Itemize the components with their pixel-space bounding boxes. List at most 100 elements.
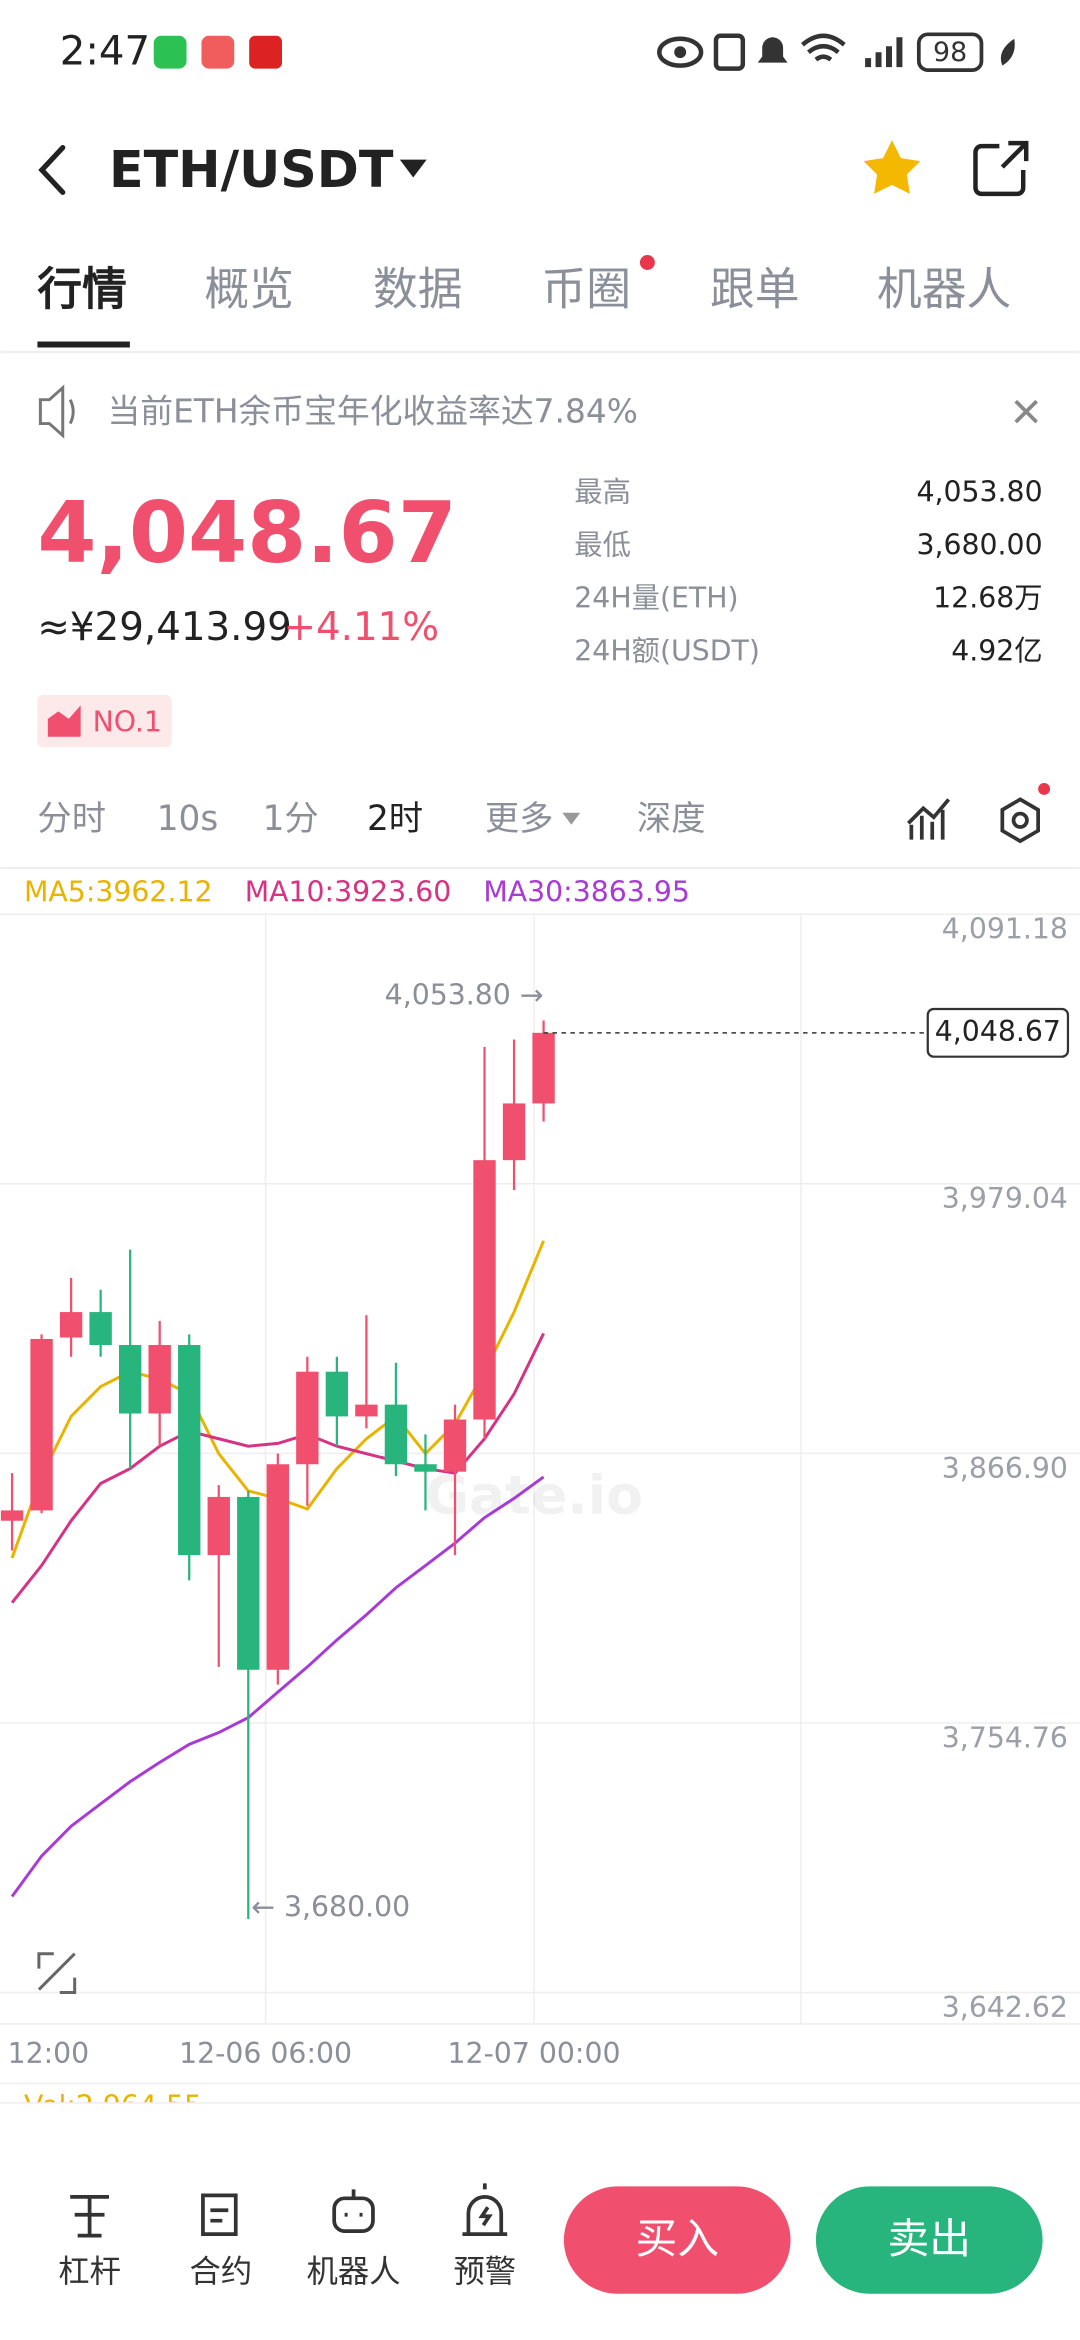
candle-body [0,1510,24,1521]
sell-button[interactable] [815,2186,1043,2294]
futures-icon[interactable] [201,2193,238,2236]
candle-body [355,1404,378,1417]
margin-icon[interactable] [70,2194,109,2238]
last-price-label: 4,048.67 [935,1015,1061,1048]
stat-value: 12.68万 [933,582,1042,615]
sell-label[interactable]: 卖出 [888,2214,972,2263]
candle-body [59,1312,83,1338]
tab[interactable]: 概览 [204,262,293,315]
tab[interactable]: 跟单 [710,262,799,315]
ma-legend: MA30:3863.95 [483,875,690,908]
app-icon [153,35,187,69]
stat-label: 24H额(USDT) [574,634,760,667]
eye-icon [657,36,704,68]
interval-tab[interactable]: 1分 [263,799,319,839]
candle-body [148,1345,171,1414]
candle-body [30,1339,53,1511]
candle-body [532,1032,555,1104]
ma-legend: MA10:3923.60 [245,875,452,908]
y-tick-label: 4,091.18 [942,913,1068,946]
nav-label[interactable]: 机器人 [307,2254,401,2290]
stat-label: 最高 [574,476,631,509]
eye-icon [674,46,687,59]
settings-icon[interactable] [1000,797,1040,844]
interval-tab[interactable]: 深度 [637,799,706,839]
banner-text[interactable]: 当前ETH余币宝年化收益率达7.84% [107,393,637,431]
buy-label[interactable]: 买入 [635,2214,719,2263]
settings-icon[interactable] [1011,811,1029,829]
nav-label[interactable]: 合约 [190,2254,253,2290]
x-tick-label: 12-06 06:00 [179,2037,352,2070]
tab-indicator [37,341,130,348]
bot-icon[interactable] [344,2189,363,2217]
speaker-icon [38,384,65,439]
candle-body [325,1371,349,1417]
candle-body [237,1496,260,1670]
x-tick-label: 12-07 00:00 [448,2037,621,2070]
stat-label: 24H量(ETH) [574,582,738,615]
stat-value: 4,053.80 [916,476,1042,509]
banner-close[interactable] [1014,399,1038,424]
nav-label[interactable]: 杠杆 [58,2254,121,2290]
y-tick-label: 3,866.90 [942,1452,1068,1485]
tab[interactable]: 机器人 [877,262,1011,315]
interval-tab[interactable]: 更多 [485,799,554,839]
app-icon [201,35,235,69]
interval-tab[interactable]: 10s [157,799,219,839]
x-tick-label: 12:00 [8,2037,90,2070]
candle-body [414,1464,437,1472]
tab[interactable]: 币圈 [541,262,630,315]
share-button[interactable] [973,140,1029,197]
candle-body [473,1160,496,1420]
y-tick-label: 3,642.62 [942,1991,1068,2024]
tab[interactable]: 数据 [373,262,462,315]
indicator-icon[interactable] [907,798,951,840]
candle-body [89,1312,112,1346]
nfc-icon [713,33,746,71]
signal-icon [865,37,903,68]
battery-level: 98 [933,37,967,68]
candle-body [443,1419,467,1472]
ma-legend: MA5:3962.12 [24,875,213,908]
notification-dot [1038,782,1051,795]
y-tick-label: 3,979.04 [942,1182,1068,1215]
stat-label: 最低 [574,529,631,562]
pair-dropdown[interactable] [399,159,427,178]
fullscreen-icon[interactable] [37,1952,77,1994]
price-change: +4.11% [283,605,439,650]
interval-tab[interactable]: 分时 [37,799,106,839]
watermark: Gate.io [425,1463,643,1526]
low-annotation: ← 3,680.00 [251,1891,410,1924]
rank-icon [47,705,81,737]
app-icon [249,35,282,69]
stat-value: 4.92亿 [951,634,1042,667]
buy-button[interactable] [563,2186,791,2294]
candle-body [384,1404,408,1465]
last-price: 4,048.67 [37,484,456,583]
more-arrow [562,812,581,825]
notification-dot [639,255,655,270]
interval-tab[interactable]: 2时 [367,799,423,839]
favorite-star[interactable] [863,140,921,194]
candle-body [178,1345,201,1556]
speaker-icon [68,399,75,425]
high-annotation: 4,053.80 → [385,979,544,1012]
alert-icon[interactable] [462,2183,508,2236]
back-button[interactable] [38,145,66,195]
nav-label[interactable]: 预警 [454,2254,517,2290]
cny-price: ≈¥29,413.99 [37,605,291,650]
candle-body [118,1345,142,1414]
wifi-icon [801,33,846,62]
pair-title[interactable]: ETH/USDT [109,140,394,199]
candle-body [502,1103,526,1161]
candle-body [207,1496,230,1556]
candle-body [266,1464,289,1670]
rank-text: NO.1 [93,705,162,738]
y-tick-label: 3,754.76 [942,1721,1068,1754]
candle-body [296,1371,319,1465]
tab[interactable]: 行情 [37,262,126,315]
stat-value: 3,680.00 [916,529,1042,562]
mute-icon [757,37,788,63]
